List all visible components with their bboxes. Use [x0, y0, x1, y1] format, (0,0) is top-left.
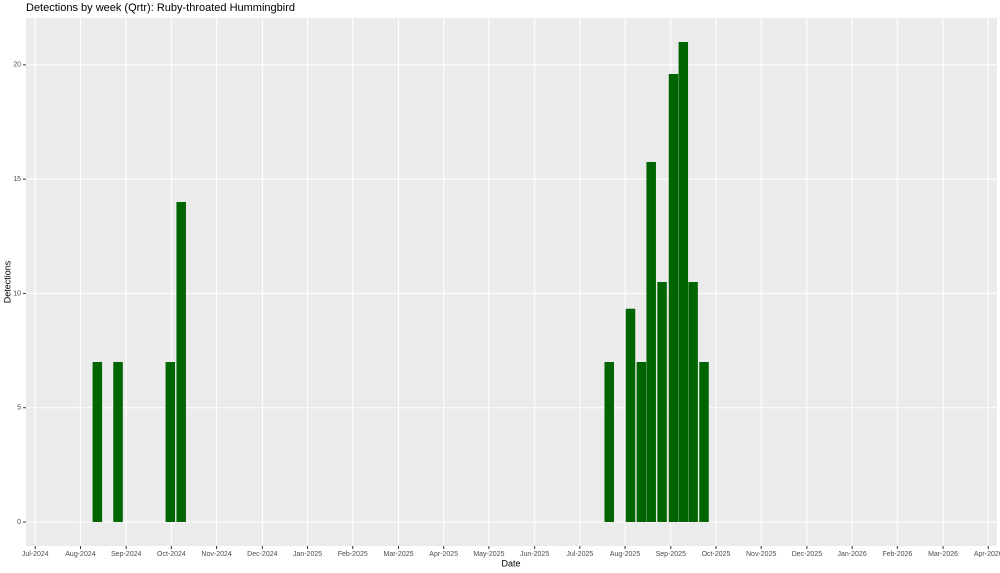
bar: [176, 202, 186, 522]
x-tick-label: Mar-2026: [928, 551, 958, 558]
x-tick-label: Jan-2026: [838, 551, 867, 558]
y-tick-label: 5: [17, 405, 21, 412]
bar: [625, 308, 636, 522]
x-tick-label: Nov-2024: [201, 551, 231, 558]
y-tick-label: 10: [13, 290, 21, 297]
x-tick-label: Sep-2024: [111, 551, 141, 558]
x-tick-label: Aug-2024: [65, 551, 95, 558]
x-tick-label: Dec-2024: [247, 551, 277, 558]
x-tick-label: Mar-2025: [384, 551, 414, 558]
x-tick-label: Jun-2025: [520, 551, 549, 558]
panel: [26, 18, 997, 546]
y-tick-label: 15: [13, 176, 21, 183]
bar: [165, 362, 176, 522]
bar: [699, 362, 709, 522]
x-axis-label: Date: [501, 558, 520, 568]
x-tick-label: Feb-2026: [882, 551, 912, 558]
bar: [604, 362, 615, 522]
bar: [92, 362, 103, 522]
x-tick-label: Nov-2025: [746, 551, 776, 558]
bar: [646, 162, 656, 522]
x-tick-label: Apr-2025: [429, 551, 458, 558]
x-tick-label: Dec-2025: [792, 551, 822, 558]
x-tick-label: Jul-2025: [566, 551, 593, 558]
y-tick-label: 0: [17, 519, 21, 526]
bar: [668, 74, 679, 522]
x-tick-label: Jan-2025: [293, 551, 322, 558]
x-tick-label: Feb-2025: [338, 551, 368, 558]
bar: [657, 282, 667, 522]
x-tick-label: Aug-2025: [610, 551, 640, 558]
bar: [113, 362, 123, 522]
chart-title: Detections by week (Qrtr): Ruby-throated…: [26, 2, 295, 14]
y-axis-label: Detections: [2, 260, 12, 303]
x-tick-label: Sep-2025: [656, 551, 686, 558]
bar: [678, 42, 689, 522]
bar: [636, 362, 647, 522]
x-tick-label: Oct-2024: [157, 551, 186, 558]
x-tick-label: Apr-2026: [974, 551, 1000, 558]
x-tick-label: Oct-2025: [702, 551, 731, 558]
x-tick-label: May-2025: [473, 551, 504, 558]
bar: [688, 282, 698, 522]
y-tick-label: 20: [13, 62, 21, 69]
x-tick-label: Jul-2024: [22, 551, 49, 558]
